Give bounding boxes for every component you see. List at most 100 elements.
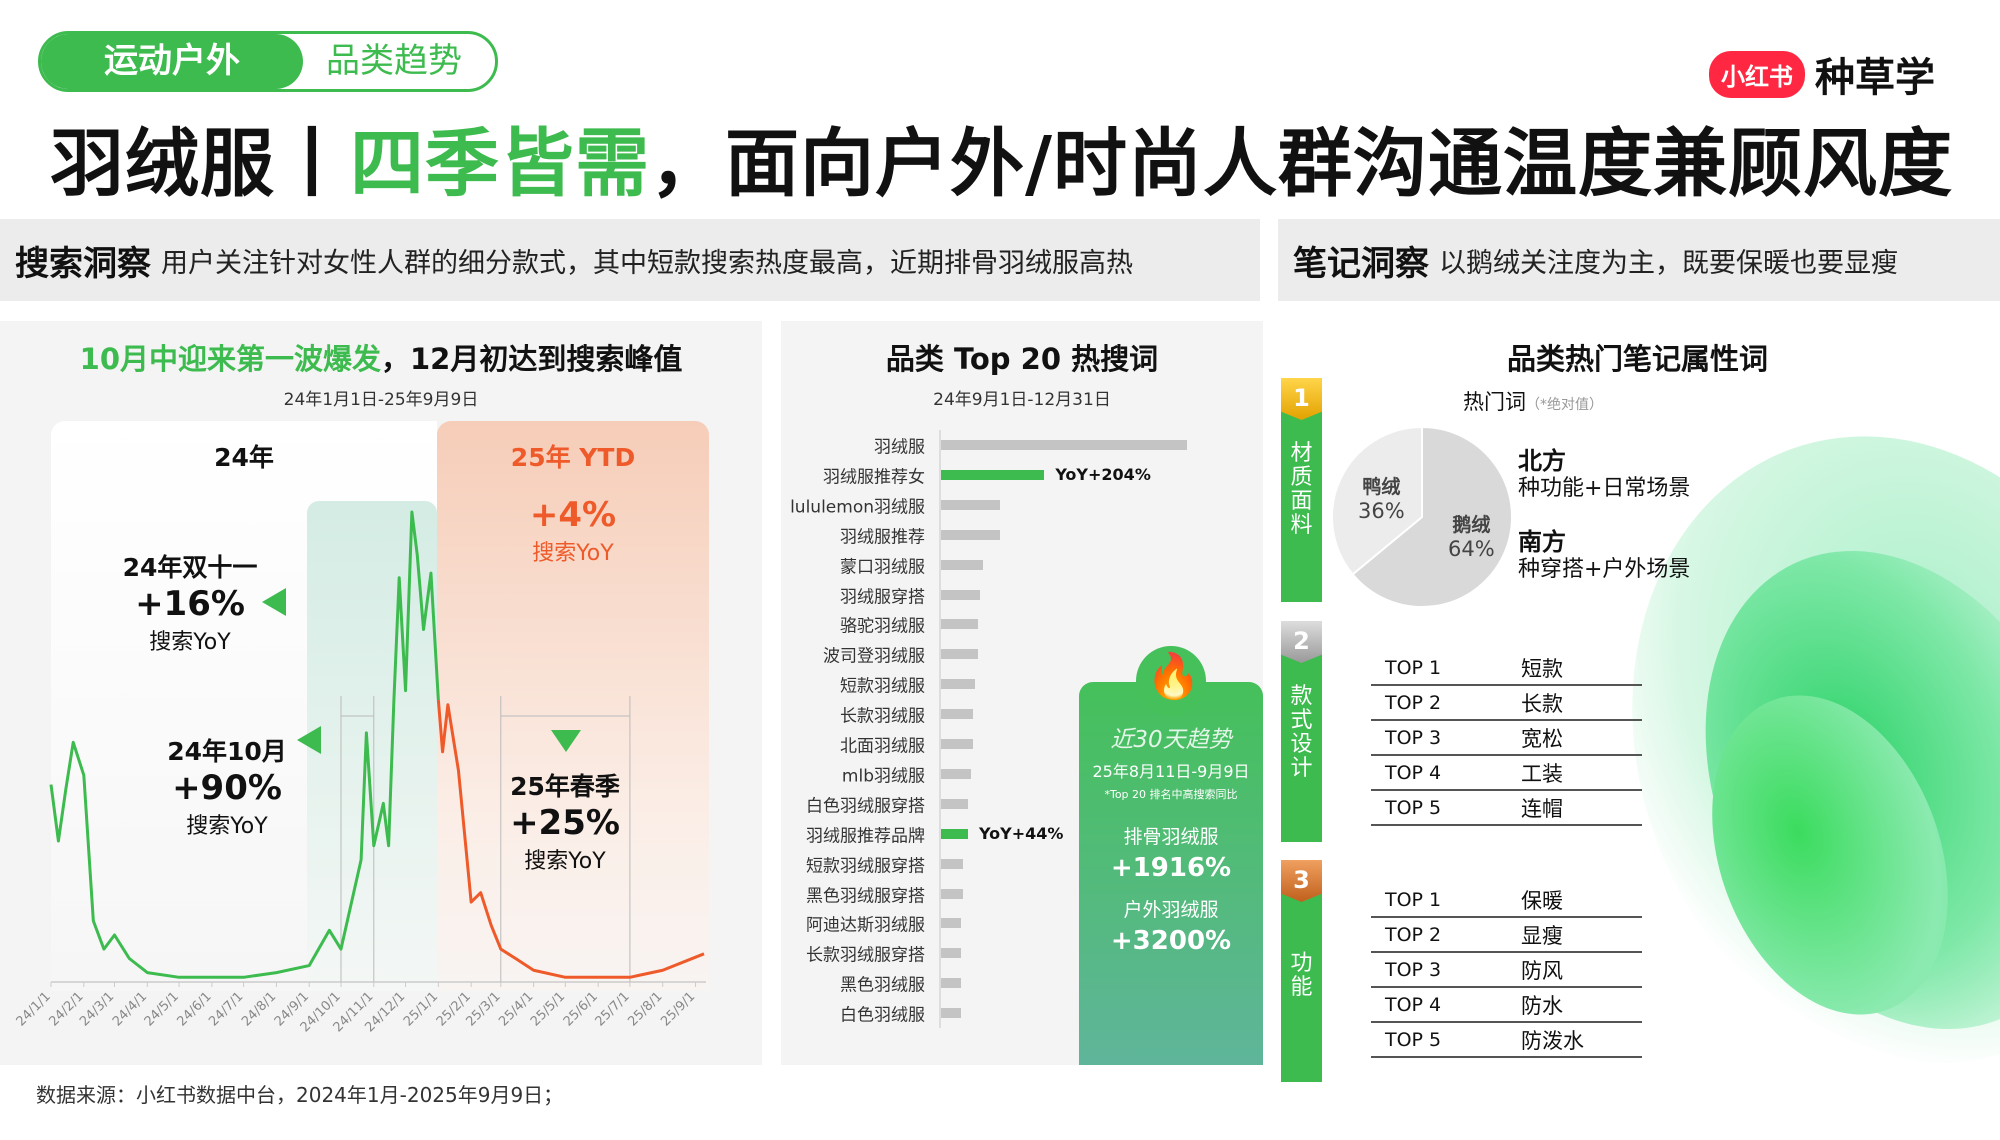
title-part: ，面向户外/时尚人群沟通温度兼顾风度 bbox=[650, 121, 1953, 207]
region-name: 南方 bbox=[1518, 528, 1690, 556]
note-insight-bar: 笔记洞察以鹅绒关注度为主，既要保暖也要显瘦 bbox=[1278, 219, 2000, 301]
attribute: 长款 bbox=[1521, 688, 1563, 718]
bar-label: 羽绒服推荐品牌 bbox=[806, 821, 925, 846]
arrow-left-icon bbox=[262, 588, 286, 616]
x-tick-label: 25/8/1 bbox=[625, 989, 665, 1029]
annotation-value: +90% bbox=[127, 768, 327, 808]
tag-secondary: 品类趋势 bbox=[326, 34, 462, 89]
hot-words-text: 热门词 bbox=[1463, 390, 1526, 414]
attribute: 宽松 bbox=[1521, 723, 1563, 753]
top20-title: 品类 Top 20 热搜词 bbox=[781, 336, 1263, 378]
flame-icon: 🔥 bbox=[1146, 650, 1201, 702]
trend-card-note: *Top 20 排名中高搜索同比 bbox=[1079, 786, 1263, 802]
x-tick-label: 24/6/1 bbox=[175, 989, 215, 1029]
slice-name: 鹅绒 bbox=[1448, 510, 1495, 537]
bar bbox=[941, 918, 961, 928]
trend-item-value: +1916% bbox=[1079, 853, 1263, 883]
x-tick-label: 25/6/1 bbox=[561, 989, 601, 1029]
bar bbox=[941, 679, 975, 689]
bar-label: 波司登羽绒服 bbox=[823, 642, 925, 667]
page-title: 羽绒服丨四季皆需，面向户外/时尚人群沟通温度兼顾风度 bbox=[50, 104, 1953, 211]
bar-label: 骆驼羽绒服 bbox=[840, 612, 925, 637]
category-label: 功能 bbox=[1290, 952, 1314, 1000]
bar bbox=[941, 560, 983, 570]
rank: TOP 5 bbox=[1371, 1029, 1521, 1051]
x-tick-label: 24/4/1 bbox=[110, 989, 150, 1029]
bar bbox=[941, 619, 978, 629]
note-attr-title: 品类热门笔记属性词 bbox=[1400, 336, 1875, 378]
region-name: 北方 bbox=[1518, 447, 1690, 475]
bar-label: 长款羽绒服穿搭 bbox=[806, 941, 925, 966]
rank: TOP 2 bbox=[1371, 692, 1521, 714]
x-tick-label: 25/3/1 bbox=[463, 989, 503, 1029]
logo-text: 种草学 bbox=[1815, 45, 1935, 103]
bar bbox=[941, 829, 968, 839]
bar bbox=[941, 590, 980, 600]
attribute: 短款 bbox=[1521, 653, 1563, 683]
bar bbox=[941, 859, 963, 869]
bar bbox=[941, 1008, 961, 1018]
bar-label: 长款羽绒服 bbox=[840, 702, 925, 727]
rank: TOP 2 bbox=[1371, 924, 1521, 946]
region-text: 种穿搭+户外场景 bbox=[1518, 556, 1690, 584]
note-insight-text: 以鹅绒关注度为主，既要保暖也要显瘦 bbox=[1439, 241, 1898, 280]
bar bbox=[941, 530, 1000, 540]
slice-value: 36% bbox=[1358, 499, 1405, 523]
x-tick-label: 25/4/1 bbox=[496, 989, 536, 1029]
annotation-double11: 24年双十一+16%搜索YoY bbox=[90, 548, 290, 656]
region-south: 南方种穿搭+户外场景 bbox=[1518, 528, 1690, 584]
bar bbox=[941, 739, 973, 749]
trend-card-date: 25年8月11日-9月9日 bbox=[1079, 758, 1263, 782]
category-label: 款式设计 bbox=[1290, 685, 1314, 781]
bar bbox=[941, 709, 973, 719]
badge-number: 2 bbox=[1281, 621, 1322, 663]
slice-name: 鸭绒 bbox=[1358, 472, 1405, 499]
bar bbox=[941, 889, 963, 899]
arrow-down-icon bbox=[551, 730, 581, 752]
bar-data-label: YoY+44% bbox=[979, 824, 1063, 843]
annotation-label: 搜索YoY bbox=[127, 808, 327, 840]
rank: TOP 5 bbox=[1371, 797, 1521, 819]
title-highlight: 四季皆需 bbox=[350, 121, 650, 207]
bar bbox=[941, 440, 1187, 450]
bar-data-label: YoY+204% bbox=[1055, 465, 1151, 484]
x-tick-label: 25/7/1 bbox=[593, 989, 633, 1029]
bar-label: 阿迪达斯羽绒服 bbox=[806, 911, 925, 936]
bar bbox=[941, 799, 968, 809]
rank: TOP 1 bbox=[1371, 657, 1521, 679]
region-text: 种功能+日常场景 bbox=[1518, 475, 1690, 503]
category-2: 2 款式设计 bbox=[1281, 621, 1322, 842]
bar-label: 羽绒服推荐女 bbox=[823, 462, 925, 487]
search-insight-bar: 搜索洞察用户关注针对女性人群的细分款式，其中短款搜索热度最高，近期排骨羽绒服高热 bbox=[0, 219, 1260, 301]
bar-label: lululemon羽绒服 bbox=[790, 492, 925, 517]
x-tick-label: 25/9/1 bbox=[658, 989, 698, 1029]
logo-badge: 小红书 bbox=[1709, 51, 1805, 98]
x-tick-label: 24/5/1 bbox=[142, 989, 182, 1029]
trend-line-chart: 24/1/124/2/124/3/124/4/124/5/124/6/124/7… bbox=[0, 321, 762, 1065]
trend-item-name: 排骨羽绒服 bbox=[1079, 822, 1263, 849]
attribute: 显瘦 bbox=[1521, 920, 1563, 950]
top20-subtitle: 24年9月1日-12月31日 bbox=[781, 385, 1263, 410]
data-source-footnote: 数据来源：小红书数据中台，2024年1月-2025年9月9日； bbox=[36, 1079, 563, 1108]
bar bbox=[941, 948, 961, 958]
search-insight-label: 搜索洞察 bbox=[15, 236, 151, 285]
search-insight-text: 用户关注针对女性人群的细分款式，其中短款搜索热度最高，近期排骨羽绒服高热 bbox=[161, 241, 1133, 280]
hot-words-note: （*绝对值） bbox=[1526, 397, 1603, 413]
bar-label: mlb羽绒服 bbox=[842, 761, 925, 786]
bar-label: 羽绒服 bbox=[874, 433, 925, 458]
attribute: 工装 bbox=[1521, 758, 1563, 788]
trend-item-value: +3200% bbox=[1079, 926, 1263, 956]
x-tick-label: 25/5/1 bbox=[528, 989, 568, 1029]
arrow-left-icon bbox=[297, 726, 321, 754]
bar bbox=[941, 470, 1044, 480]
annotation-label: 搜索YoY bbox=[465, 843, 665, 875]
rank: TOP 4 bbox=[1371, 994, 1521, 1016]
